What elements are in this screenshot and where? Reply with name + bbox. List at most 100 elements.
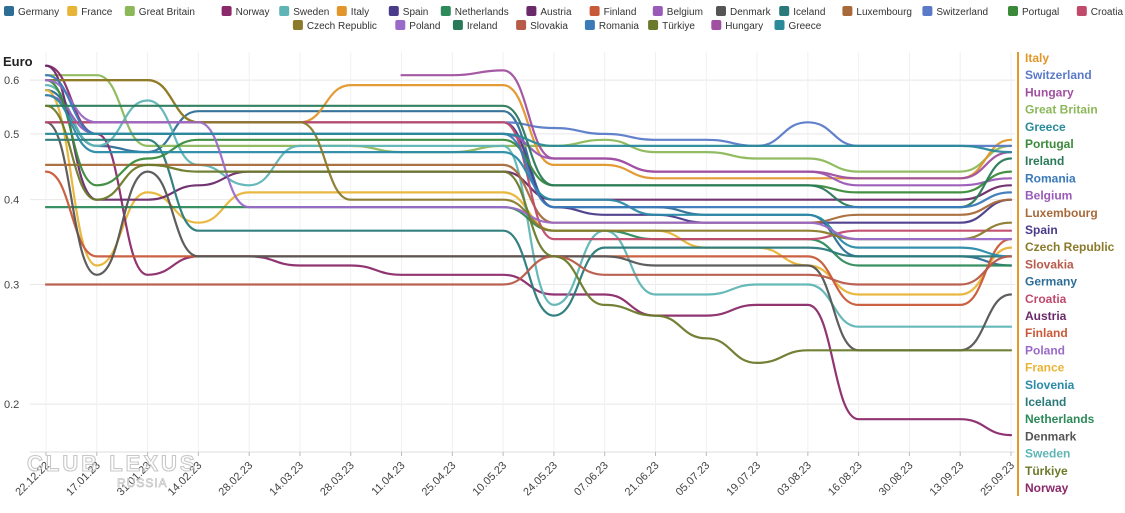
legend-label-hungary: Hungary xyxy=(725,21,763,32)
series-line-hungary xyxy=(400,69,1013,180)
series-line-iceland xyxy=(44,138,1013,317)
legend-label-romania: Romania xyxy=(599,21,639,32)
x-tick-label: 28.02.23 xyxy=(217,460,256,499)
end-label-netherlands: Netherlands xyxy=(1025,412,1095,426)
series-line-slovakia xyxy=(44,255,1013,286)
legend-label-germany: Germany xyxy=(18,7,59,18)
legend-swatch-czech-republic xyxy=(292,20,303,30)
x-tick-label: 05.07.23 xyxy=(674,460,713,499)
legend-label-luxembourg: Luxembourg xyxy=(856,7,912,18)
watermark-text: CLUB LEXUS xyxy=(27,451,198,476)
legend-swatch-poland xyxy=(395,20,406,30)
watermark-club-lexus: CLUB LEXUS RUSSIA xyxy=(26,450,198,490)
x-tick-label: 07.06.23 xyxy=(572,460,611,499)
series-line-slovenia xyxy=(44,94,1013,258)
legend-swatch-portugal xyxy=(1008,6,1018,16)
end-label-romania: Romania xyxy=(1025,171,1076,185)
end-label-italy: Italy xyxy=(1025,51,1049,65)
legend-label-sweden: Sweden xyxy=(293,7,329,18)
legend-label-poland: Poland xyxy=(409,21,440,32)
legend-swatch-luxembourg xyxy=(842,6,853,16)
legend-label-france: France xyxy=(81,7,113,18)
end-label-portugal: Portugal xyxy=(1025,137,1074,151)
x-tick-label: 19.07.23 xyxy=(724,460,763,499)
x-tick-label: 30.08.23 xyxy=(877,460,916,499)
y-tick-label: 0.6 xyxy=(4,75,19,87)
legend-label-slovakia: Slovakia xyxy=(530,21,568,32)
x-tick-label: 13.09.23 xyxy=(928,460,967,499)
y-tick-label: 0.5 xyxy=(4,129,19,141)
legend-swatch-croatia xyxy=(1076,6,1087,16)
legend-swatch-slovakia xyxy=(516,20,527,30)
legend-swatch-austria xyxy=(526,6,537,16)
y-tick-label: 0.3 xyxy=(4,280,19,292)
legend-swatch-iceland xyxy=(779,6,790,16)
series-line-denmark xyxy=(44,121,1013,352)
y-tick-label: 0.4 xyxy=(4,195,19,207)
series-line-portugal xyxy=(44,79,1013,194)
series-line-austria xyxy=(44,64,1013,201)
x-tick-label: 24.05.23 xyxy=(521,460,560,499)
legend-label-portugal: Portugal xyxy=(1022,7,1059,18)
legend-label-turkiye: Türkiye xyxy=(662,21,695,32)
legend-label-ireland: Ireland xyxy=(467,21,498,32)
end-label-switzerland: Switzerland xyxy=(1025,68,1092,82)
series-lines xyxy=(44,64,1013,437)
end-label-spain: Spain xyxy=(1025,223,1058,237)
end-label-croatia: Croatia xyxy=(1025,292,1067,306)
end-label-ireland: Ireland xyxy=(1025,154,1064,168)
legend-label-belgium: Belgium xyxy=(667,7,703,18)
end-label-finland: Finland xyxy=(1025,326,1068,340)
x-tick-label: 25.04.23 xyxy=(420,460,459,499)
series-line-luxembourg xyxy=(44,163,1013,224)
legend-swatch-germany xyxy=(4,6,14,16)
y-axis: Euro 0.2 0.3 0.4 0.5 0.6 xyxy=(3,54,33,411)
legend-swatch-norway xyxy=(221,6,232,16)
legend: Germany France Great Britain Norway Sweden It… xyxy=(4,6,1124,32)
end-label-luxembourg: Luxembourg xyxy=(1025,206,1098,220)
end-label-austria: Austria xyxy=(1025,309,1067,323)
legend-label-great-britain: Great Britain xyxy=(139,7,195,18)
legend-swatch-denmark xyxy=(716,6,726,16)
legend-label-denmark: Denmark xyxy=(730,7,772,18)
legend-label-austria: Austria xyxy=(540,7,572,18)
x-tick-label: 16.08.23 xyxy=(826,460,865,499)
legend-label-finland: Finland xyxy=(604,7,637,18)
legend-swatch-greece xyxy=(774,20,785,30)
legend-label-greece: Greece xyxy=(789,21,822,32)
end-label-slovenia: Slovenia xyxy=(1025,378,1075,392)
x-tick-label: 25.09.23 xyxy=(978,460,1017,499)
x-tick-label: 21.06.23 xyxy=(623,460,662,499)
end-label-czech-republic: Czech Republic xyxy=(1025,240,1115,254)
legend-swatch-great-britain xyxy=(124,6,135,16)
series-line-greece xyxy=(44,132,1013,154)
series-line-turkiye xyxy=(44,104,1013,364)
end-label-belgium: Belgium xyxy=(1025,189,1072,203)
legend-swatch-ireland xyxy=(452,20,463,30)
legend-label-norway: Norway xyxy=(236,7,270,18)
legend-swatch-romania xyxy=(584,20,595,30)
legend-swatch-switzerland xyxy=(922,6,933,16)
end-label-turkiye: Türkiye xyxy=(1025,464,1068,478)
end-label-poland: Poland xyxy=(1025,343,1065,357)
legend-swatch-spain xyxy=(388,6,399,16)
end-label-norway: Norway xyxy=(1025,481,1069,495)
x-tick-label: 11.04.23 xyxy=(369,460,407,498)
legend-label-switzerland: Switzerland xyxy=(936,7,988,18)
x-tick-label: 10.05.23 xyxy=(470,460,509,499)
legend-label-croatia: Croatia xyxy=(1091,7,1124,18)
end-label-france: France xyxy=(1025,361,1065,375)
x-tick-label: 28.03.23 xyxy=(318,460,357,499)
end-label-germany: Germany xyxy=(1025,275,1077,289)
legend-label-italy: Italy xyxy=(351,7,369,18)
end-label-hungary: Hungary xyxy=(1025,85,1074,99)
legend-swatch-netherlands xyxy=(440,6,451,16)
legend-label-czech-republic: Czech Republic xyxy=(307,21,377,32)
legend-swatch-turkiye xyxy=(648,20,659,30)
series-line-poland xyxy=(44,79,1013,241)
end-label-slovakia: Slovakia xyxy=(1025,257,1074,271)
legend-label-spain: Spain xyxy=(403,7,429,18)
end-label-greece: Greece xyxy=(1025,120,1066,134)
end-label-great-britain: Great Britain xyxy=(1025,103,1098,117)
